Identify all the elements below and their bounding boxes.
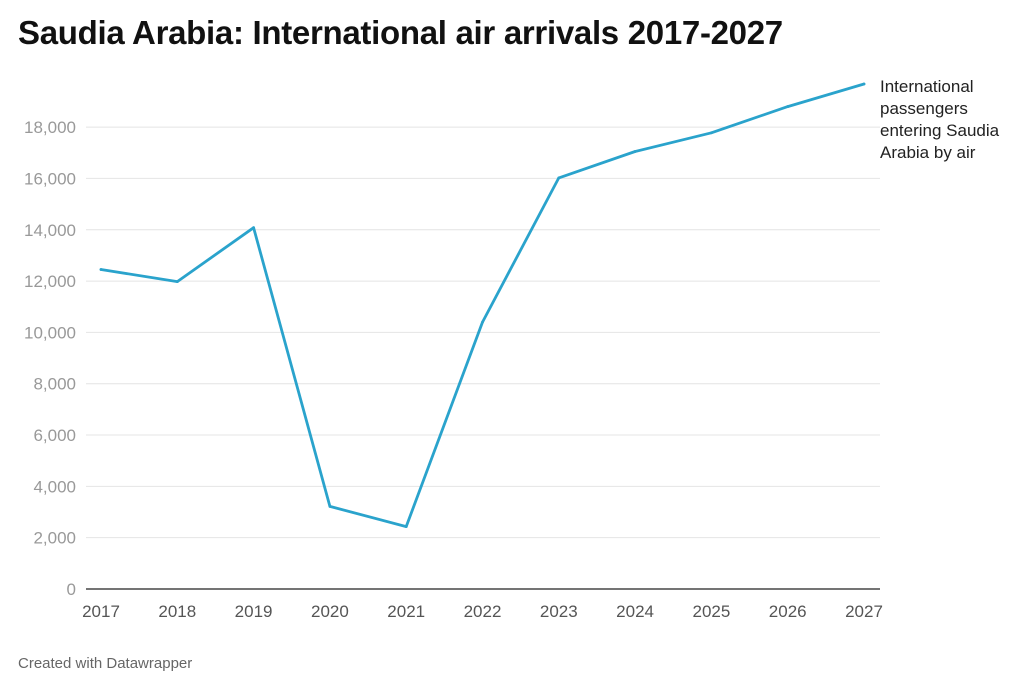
data-point <box>252 226 256 230</box>
data-point <box>328 504 332 508</box>
x-axis-ticks: 2017 2018 2019 2020 2021 2022 2023 2024 2025 2026… <box>82 602 883 621</box>
chart-title: Saudia Arabia: International air arrival… <box>18 14 783 51</box>
x-tick-label: 2019 <box>235 602 273 621</box>
series-lines <box>99 82 866 529</box>
y-tick-label: 12,000 <box>24 272 76 291</box>
data-point <box>99 268 103 271</box>
x-tick-label: 2023 <box>540 602 578 621</box>
x-tick-label: 2022 <box>464 602 502 621</box>
data-point <box>557 176 561 180</box>
data-point <box>862 82 866 86</box>
y-tick-label: 6,000 <box>33 426 76 445</box>
y-tick-label: 4,000 <box>33 477 76 496</box>
series-direct-label: International passengers entering Saudia… <box>880 77 1000 162</box>
x-tick-label: 2024 <box>616 602 654 621</box>
y-tick-label: 0 <box>67 580 76 599</box>
data-point <box>633 150 637 153</box>
y-tick-label: 10,000 <box>24 323 76 342</box>
x-tick-label: 2020 <box>311 602 349 621</box>
footer-credit: Created with Datawrapper <box>18 655 193 672</box>
gridlines <box>86 126 880 539</box>
y-tick-label: 2,000 <box>33 529 76 548</box>
x-tick-label: 2017 <box>82 602 120 621</box>
x-tick-label: 2027 <box>845 602 883 621</box>
y-tick-label: 8,000 <box>33 375 76 394</box>
x-tick-label: 2026 <box>769 602 807 621</box>
data-point <box>404 525 408 529</box>
data-point <box>786 105 790 108</box>
x-tick-label: 2025 <box>692 602 730 621</box>
data-point <box>710 131 713 135</box>
x-tick-label: 2018 <box>158 602 196 621</box>
data-point <box>175 280 179 283</box>
y-axis-ticks: 0 2,000 4,000 6,000 8,000 10,000 12,000 14,000 1… <box>24 118 76 599</box>
y-tick-label: 14,000 <box>24 221 76 240</box>
x-tick-label: 2021 <box>387 602 425 621</box>
data-point <box>481 320 484 324</box>
series-line <box>99 82 866 528</box>
y-tick-label: 18,000 <box>24 118 76 137</box>
y-tick-label: 16,000 <box>24 169 76 188</box>
